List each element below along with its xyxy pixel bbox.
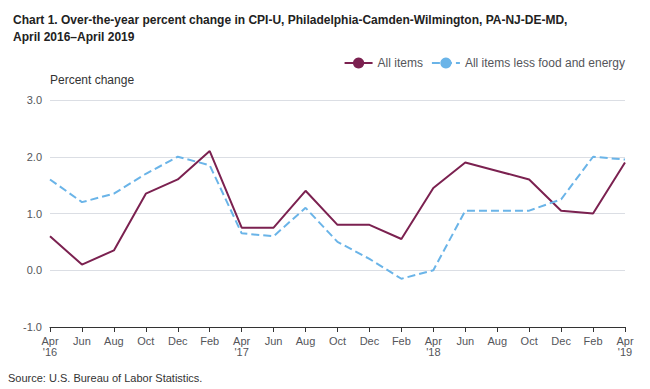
svg-text:Feb: Feb	[584, 335, 603, 347]
svg-text:Jun: Jun	[265, 335, 283, 347]
svg-text:Apr: Apr	[424, 334, 442, 347]
svg-text:Oct: Oct	[137, 335, 154, 347]
svg-text:2.0: 2.0	[27, 151, 42, 163]
svg-text:-1.0: -1.0	[23, 321, 42, 333]
svg-text:Dec: Dec	[168, 335, 188, 347]
svg-text:Oct: Oct	[521, 335, 538, 347]
svg-text:Source: U.S. Bureau of Labor S: Source: U.S. Bureau of Labor Statistics.	[8, 372, 202, 384]
svg-text:Jun: Jun	[456, 335, 474, 347]
svg-text:'16: '16	[43, 346, 57, 358]
svg-text:All items less food and energy: All items less food and energy	[465, 56, 625, 70]
svg-text:Aug: Aug	[104, 335, 124, 347]
svg-text:Apr: Apr	[616, 334, 634, 347]
svg-text:Jun: Jun	[73, 335, 91, 347]
svg-text:Feb: Feb	[200, 335, 219, 347]
svg-text:'19: '19	[618, 346, 632, 358]
svg-text:'18: '18	[426, 346, 440, 358]
svg-text:Apr: Apr	[233, 334, 251, 347]
svg-text:Apr: Apr	[41, 334, 59, 347]
svg-text:1.0: 1.0	[27, 208, 42, 220]
svg-text:Dec: Dec	[551, 335, 571, 347]
svg-text:April 2016–April 2019: April 2016–April 2019	[13, 30, 135, 44]
svg-text:Feb: Feb	[392, 335, 411, 347]
svg-text:0.0: 0.0	[27, 264, 42, 276]
svg-text:Oct: Oct	[329, 335, 346, 347]
svg-text:All items: All items	[378, 56, 423, 70]
svg-text:Aug: Aug	[296, 335, 316, 347]
svg-text:Percent change: Percent change	[50, 73, 134, 87]
svg-text:Aug: Aug	[487, 335, 507, 347]
svg-text:'17: '17	[234, 346, 248, 358]
svg-text:Dec: Dec	[360, 335, 380, 347]
svg-text:3.0: 3.0	[27, 94, 42, 106]
svg-text:Chart 1. Over-the-year percent: Chart 1. Over-the-year percent change in…	[13, 13, 567, 27]
